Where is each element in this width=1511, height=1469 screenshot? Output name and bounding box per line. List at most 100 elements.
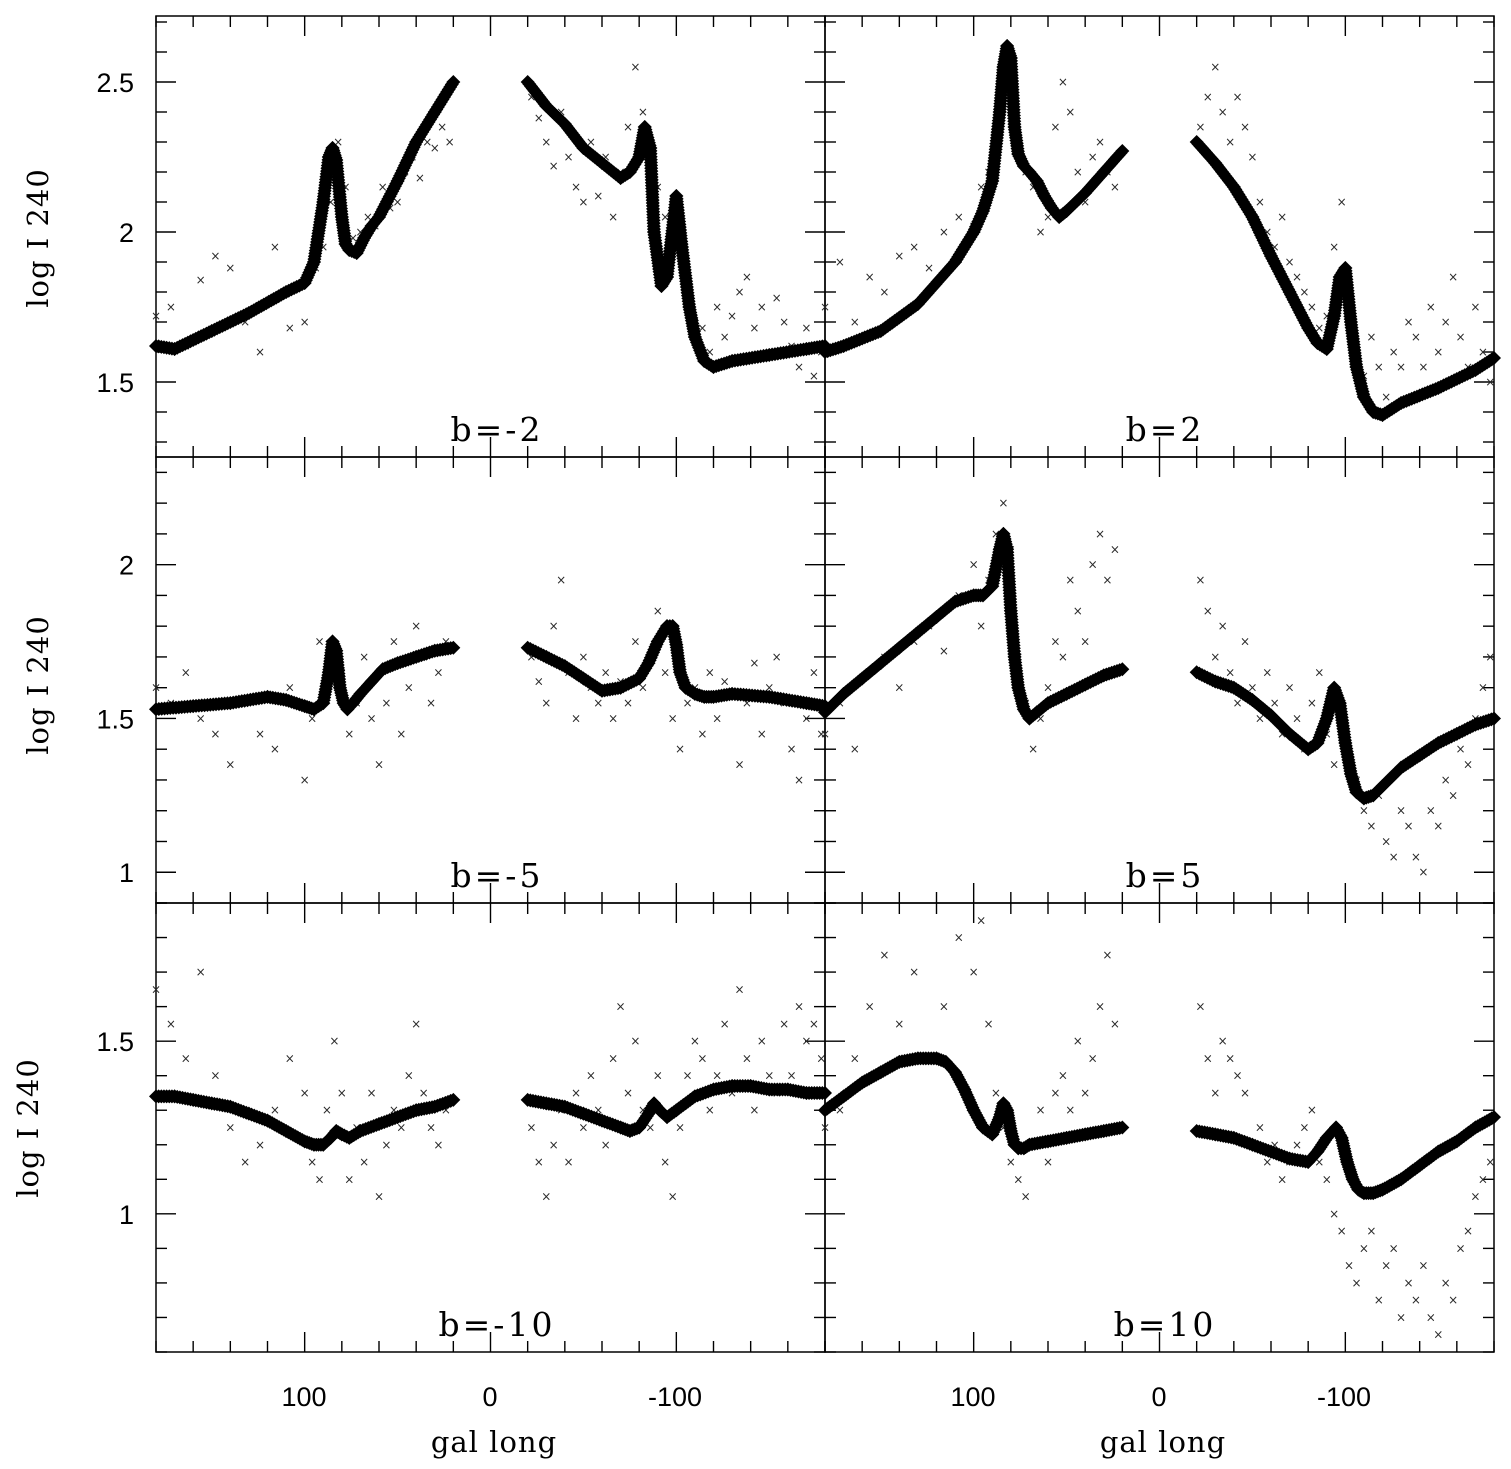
observed-point: × — [772, 291, 782, 305]
observed-point: × — [196, 711, 206, 725]
observed-point: × — [1418, 360, 1428, 374]
observed-point: × — [749, 321, 759, 335]
observed-point: × — [1203, 90, 1213, 104]
observed-point: × — [381, 1138, 391, 1152]
observed-point: × — [787, 742, 797, 756]
observed-point: × — [712, 300, 722, 314]
observed-point: × — [742, 696, 752, 710]
observed-point: × — [991, 527, 1001, 541]
observed-point: × — [1470, 300, 1480, 314]
observed-point: × — [307, 1155, 317, 1169]
panel-b=2: ××××××××××× ×××××××××××××××××××××××××××××… — [818, 15, 1501, 458]
observed-point: × — [976, 913, 986, 927]
observed-point: × — [326, 195, 336, 209]
observed-point: × — [1262, 1155, 1272, 1169]
observed-point: × — [682, 696, 692, 710]
observed-point: × — [315, 1172, 325, 1186]
observed-point: × — [1478, 681, 1488, 695]
x-tick-label-right-0: 0 — [1151, 1382, 1166, 1412]
observed-point: × — [794, 773, 804, 787]
observed-point: × — [1329, 758, 1339, 772]
observed-point: × — [210, 1069, 220, 1083]
observed-point: × — [653, 604, 663, 618]
observed-point: × — [374, 1190, 384, 1204]
y-axis-title-row-1: log I 240 — [21, 168, 55, 308]
model-point — [1115, 662, 1130, 677]
observed-point: × — [1088, 150, 1098, 164]
observed-point: × — [1013, 1172, 1023, 1186]
panel-frame — [824, 456, 1495, 904]
observed-point: × — [720, 1017, 730, 1031]
observed-point: × — [1036, 711, 1046, 725]
observed-point: × — [255, 345, 265, 359]
observed-point: × — [411, 619, 421, 633]
observed-point: × — [638, 681, 648, 695]
observed-point: × — [270, 1103, 280, 1117]
observed-point: × — [850, 742, 860, 756]
observed-point: × — [969, 558, 979, 572]
observed-point: × — [181, 665, 191, 679]
observed-point: × — [809, 665, 819, 679]
observed-point: × — [1195, 1000, 1205, 1014]
x-tick-label-left-100: 100 — [281, 1382, 326, 1412]
observed-point: × — [445, 135, 455, 149]
observed-point: × — [976, 180, 986, 194]
observed-point: × — [1050, 635, 1060, 649]
observed-point: × — [1337, 195, 1347, 209]
panel-b=-2: 1.522.5××××××××× ××××××××××××××××××××××××… — [96, 15, 832, 458]
observed-point: × — [764, 1069, 774, 1083]
model-series — [149, 619, 832, 717]
observed-point: × — [1043, 210, 1053, 224]
observed-point: × — [240, 1155, 250, 1169]
x-tick-label-left-0: 0 — [482, 1382, 497, 1412]
observed-point: × — [571, 711, 581, 725]
observed-point: × — [1359, 804, 1369, 818]
observed-point: × — [1485, 1155, 1495, 1169]
observed-point: × — [623, 120, 633, 134]
observed-point: × — [675, 1121, 685, 1135]
observed-point: × — [1240, 120, 1250, 134]
y-tick-label: 1 — [119, 1200, 134, 1230]
observed-point: × — [1314, 1155, 1324, 1169]
observed-point: × — [426, 696, 436, 710]
observed-point: × — [333, 135, 343, 149]
observed-point: × — [939, 644, 949, 658]
observed-point: × — [820, 300, 830, 314]
observed-point: × — [772, 650, 782, 664]
observed-point: × — [668, 1190, 678, 1204]
observed-point: × — [151, 681, 161, 695]
observed-point: × — [697, 321, 707, 335]
observed-point: × — [556, 105, 566, 119]
y-tick-label: 2.5 — [96, 68, 134, 98]
y-axis-title-row-2: log I 240 — [21, 615, 55, 755]
observed-point: × — [749, 656, 759, 670]
observed-point: × — [601, 665, 611, 679]
observed-point: × — [1225, 135, 1235, 149]
observed-point: × — [1322, 1172, 1332, 1186]
observed-point: × — [850, 1051, 860, 1065]
observed-point: × — [307, 711, 317, 725]
model-series — [149, 75, 832, 374]
observed-point: × — [1195, 573, 1205, 587]
observed-point: × — [1389, 345, 1399, 359]
observed-point: × — [630, 1034, 640, 1048]
observed-point: × — [660, 1155, 670, 1169]
observed-point: × — [300, 315, 310, 329]
observed-point: × — [367, 711, 377, 725]
observed-point: × — [1396, 804, 1406, 818]
observed-point: × — [712, 711, 722, 725]
observed-point: × — [166, 1017, 176, 1031]
observed-point: × — [801, 321, 811, 335]
model-point — [1115, 1120, 1130, 1135]
observed-point: × — [816, 727, 826, 741]
observed-point: × — [816, 1051, 826, 1065]
observed-point: × — [337, 1086, 347, 1100]
model-point — [446, 640, 461, 655]
observed-point: × — [1270, 240, 1280, 254]
observed-point: × — [1456, 330, 1466, 344]
observed-point: × — [809, 369, 819, 383]
observed-point: × — [1021, 1190, 1031, 1204]
observed-point: × — [1418, 1259, 1428, 1273]
observed-point: × — [1381, 1259, 1391, 1273]
